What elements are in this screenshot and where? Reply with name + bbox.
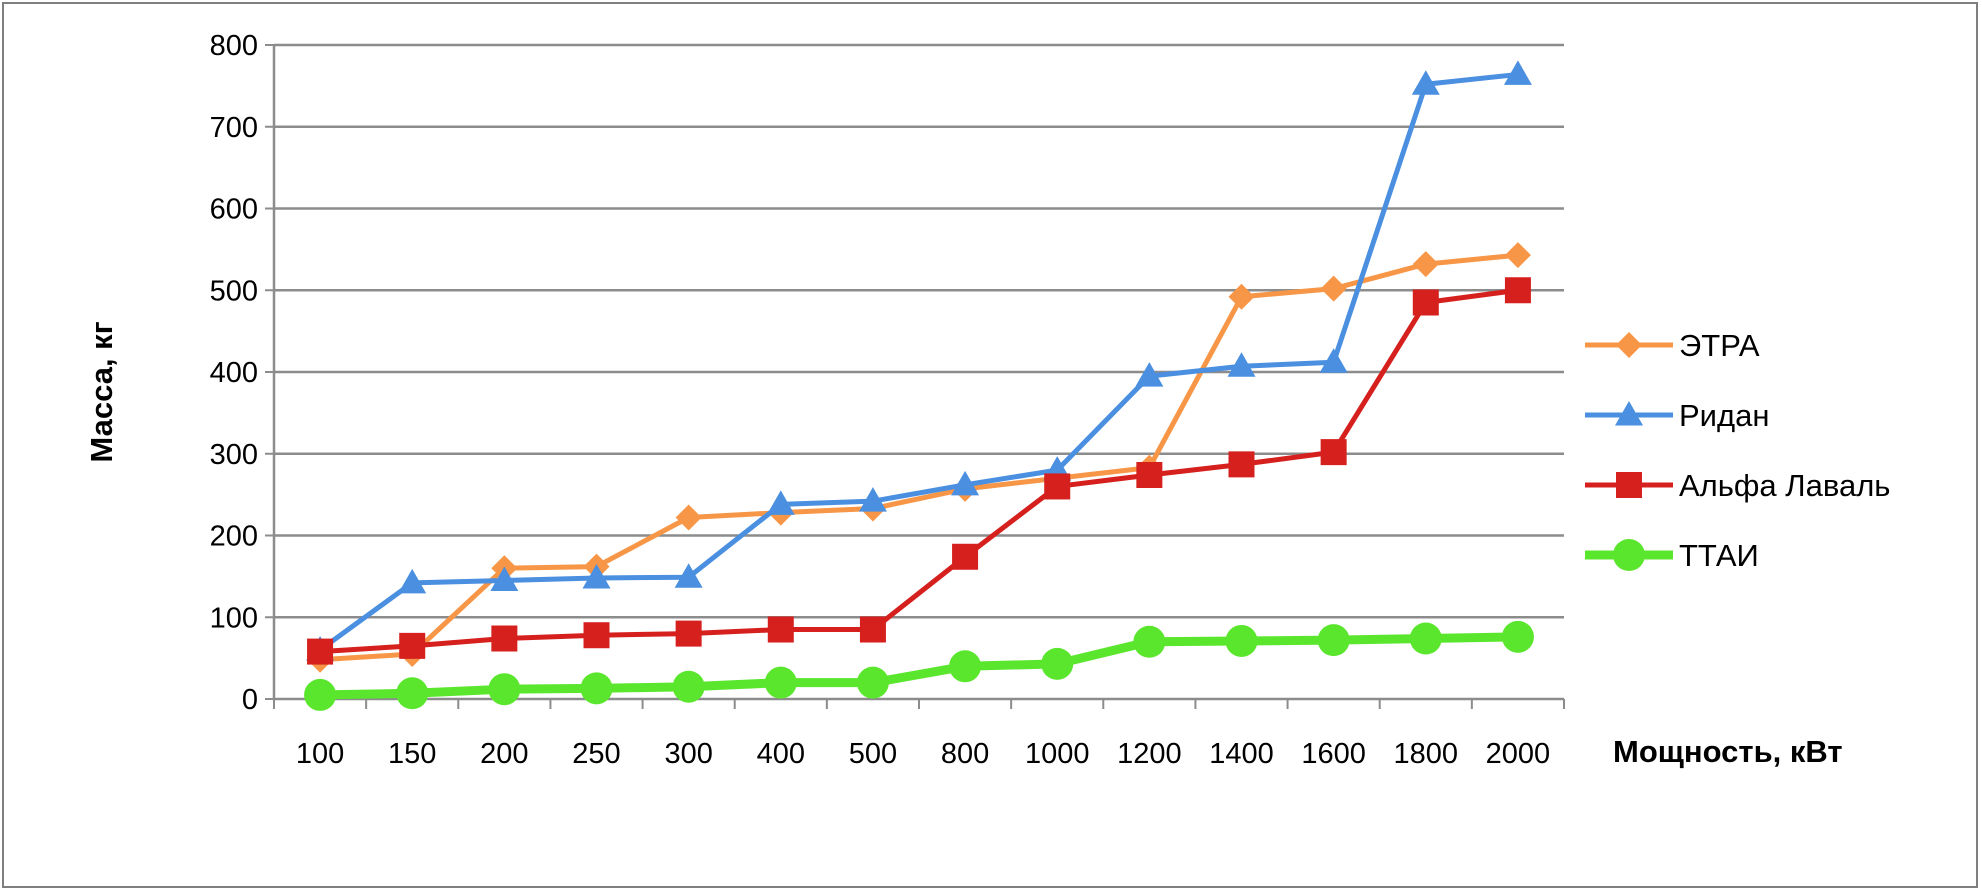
data-point xyxy=(767,616,794,643)
legend-marker xyxy=(1615,401,1643,426)
data-point xyxy=(1411,70,1440,95)
data-point xyxy=(399,632,426,659)
legend-marker xyxy=(1613,539,1645,571)
legend: ЭТРА Ридан Альфа Лаваль ТТАИ xyxy=(1585,328,1890,573)
x-tick-label: 300 xyxy=(664,738,712,770)
data-point xyxy=(1135,362,1164,387)
x-tick-label: 800 xyxy=(941,738,989,770)
series-line xyxy=(319,287,1519,655)
x-tick-label: 1600 xyxy=(1301,738,1366,770)
y-tick-label: 800 xyxy=(210,30,258,62)
data-point xyxy=(398,568,427,594)
data-point xyxy=(1041,647,1074,680)
legend-label: Ридан xyxy=(1679,398,1769,433)
data-point xyxy=(488,673,521,706)
data-point xyxy=(856,666,889,699)
data-point xyxy=(674,563,703,588)
data-point xyxy=(307,638,334,665)
legend-entry: Альфа Лаваль xyxy=(1585,468,1890,503)
data-point xyxy=(1319,348,1348,373)
x-tick-label: 100 xyxy=(296,738,344,770)
series-4 xyxy=(304,620,1534,711)
data-point xyxy=(672,670,705,703)
data-point xyxy=(675,504,702,531)
data-point xyxy=(582,564,611,589)
legend-entry: ТТАИ xyxy=(1585,538,1759,573)
y-tick-label: 600 xyxy=(210,194,258,226)
y-axis-title: Масса, кг xyxy=(84,321,119,462)
gridlines xyxy=(274,43,1564,619)
legend-marker xyxy=(1616,472,1642,498)
legend-marker xyxy=(1616,332,1642,358)
x-tick-label: 1400 xyxy=(1209,738,1274,770)
legend-entry: ЭТРА xyxy=(1585,328,1760,363)
data-point xyxy=(396,677,429,710)
data-point xyxy=(951,470,980,496)
x-tick-label: 1200 xyxy=(1117,738,1182,770)
x-tick-label: 400 xyxy=(757,738,805,770)
legend-label: ТТАИ xyxy=(1679,538,1759,573)
data-point xyxy=(1501,620,1534,653)
data-point xyxy=(304,678,337,711)
x-tick-label: 1800 xyxy=(1394,738,1459,770)
data-point xyxy=(1227,352,1256,377)
data-point xyxy=(1044,473,1071,500)
legend-entry: Ридан xyxy=(1585,398,1769,433)
series-group xyxy=(304,60,1534,711)
series-2 xyxy=(306,60,1532,661)
y-tick-label: 0 xyxy=(242,684,258,716)
data-point xyxy=(1412,289,1439,316)
series-line xyxy=(318,71,1519,652)
data-point xyxy=(1133,625,1166,658)
data-point xyxy=(583,622,610,649)
series-1 xyxy=(307,242,1531,673)
y-tick-label: 300 xyxy=(210,439,258,471)
axes: 0 100 200 300 400 500 600 700 800 100 150 200 250 300… xyxy=(210,30,1565,770)
data-point xyxy=(949,650,982,683)
data-point xyxy=(764,666,797,699)
legend-label: ЭТРА xyxy=(1679,328,1760,363)
data-point xyxy=(580,672,613,705)
y-tick-label: 400 xyxy=(210,357,258,389)
y-tick-label: 700 xyxy=(210,112,258,144)
x-tick-label: 250 xyxy=(572,738,620,770)
data-point xyxy=(491,625,518,652)
x-axis-title: Мощность, кВт xyxy=(1613,734,1843,769)
data-point xyxy=(766,490,795,515)
data-point xyxy=(1228,451,1255,478)
data-point xyxy=(1409,622,1442,655)
data-point xyxy=(490,566,519,591)
series-line xyxy=(319,252,1519,663)
x-tick-label: 200 xyxy=(480,738,528,770)
data-point xyxy=(675,620,702,647)
x-tick-label: 500 xyxy=(849,738,897,770)
data-point xyxy=(1504,277,1531,304)
x-tick-label: 1000 xyxy=(1025,738,1090,770)
data-point xyxy=(1504,242,1531,269)
y-tick-label: 200 xyxy=(210,521,258,553)
y-tick-label: 500 xyxy=(210,275,258,307)
data-point xyxy=(1225,624,1258,657)
data-point xyxy=(1317,624,1350,657)
data-point xyxy=(952,543,979,570)
data-point xyxy=(858,487,887,512)
data-point xyxy=(1320,439,1347,466)
data-point xyxy=(1320,275,1347,302)
data-point xyxy=(1503,60,1532,85)
x-tick-label: 2000 xyxy=(1486,738,1551,770)
series-3 xyxy=(307,277,1531,665)
y-tick-label: 100 xyxy=(210,602,258,634)
data-point xyxy=(859,616,886,643)
data-point xyxy=(1228,283,1255,310)
data-point xyxy=(1412,251,1439,278)
data-point xyxy=(1136,462,1163,489)
x-tick-label: 150 xyxy=(388,738,436,770)
legend-label: Альфа Лаваль xyxy=(1679,468,1890,503)
